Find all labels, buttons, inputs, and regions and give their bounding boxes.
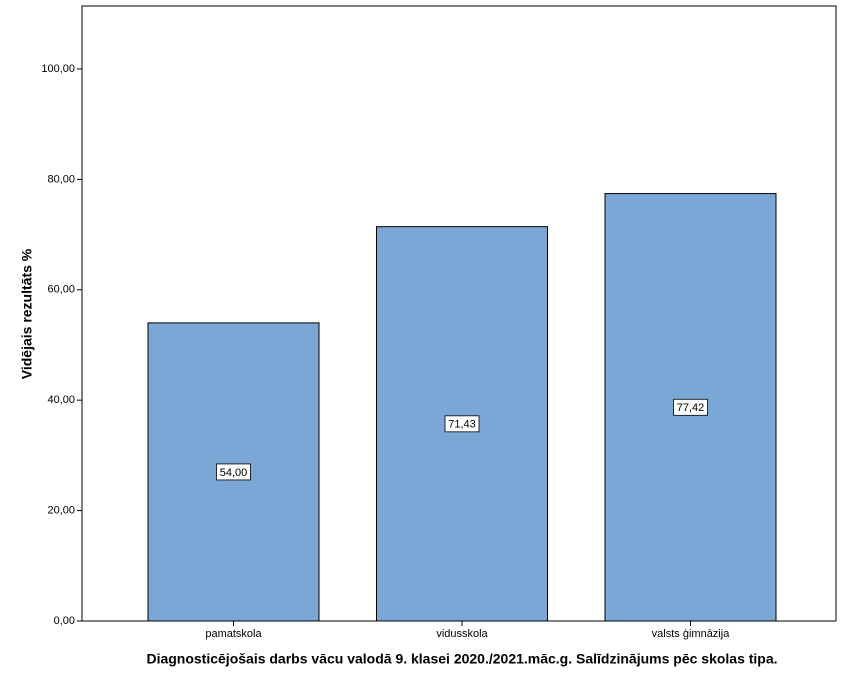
y-tick-label: 20,00 bbox=[47, 504, 75, 516]
x-tick-label: vidusskola bbox=[436, 628, 488, 640]
value-label-box bbox=[216, 463, 251, 481]
value-label: 77,42 bbox=[677, 402, 705, 414]
x-tick-label: pamatskola bbox=[205, 628, 262, 640]
value-label-box bbox=[444, 415, 480, 433]
y-tick-label: 60,00 bbox=[47, 284, 75, 296]
y-tick-label: 0,00 bbox=[54, 615, 75, 627]
value-label-box bbox=[673, 398, 708, 416]
y-axis-title: Vidējais rezultāts % bbox=[19, 248, 35, 379]
y-tick-label: 80,00 bbox=[47, 173, 75, 185]
x-axis-title: Diagnosticējošais darbs vācu valodā 9. k… bbox=[146, 651, 777, 667]
value-label: 71,43 bbox=[448, 419, 476, 431]
x-tick-label: valsts ģimnāzija bbox=[652, 627, 731, 640]
value-label: 54,00 bbox=[220, 467, 248, 479]
y-tick-label: 100,00 bbox=[41, 63, 75, 75]
y-tick-label: 40,00 bbox=[47, 394, 75, 406]
